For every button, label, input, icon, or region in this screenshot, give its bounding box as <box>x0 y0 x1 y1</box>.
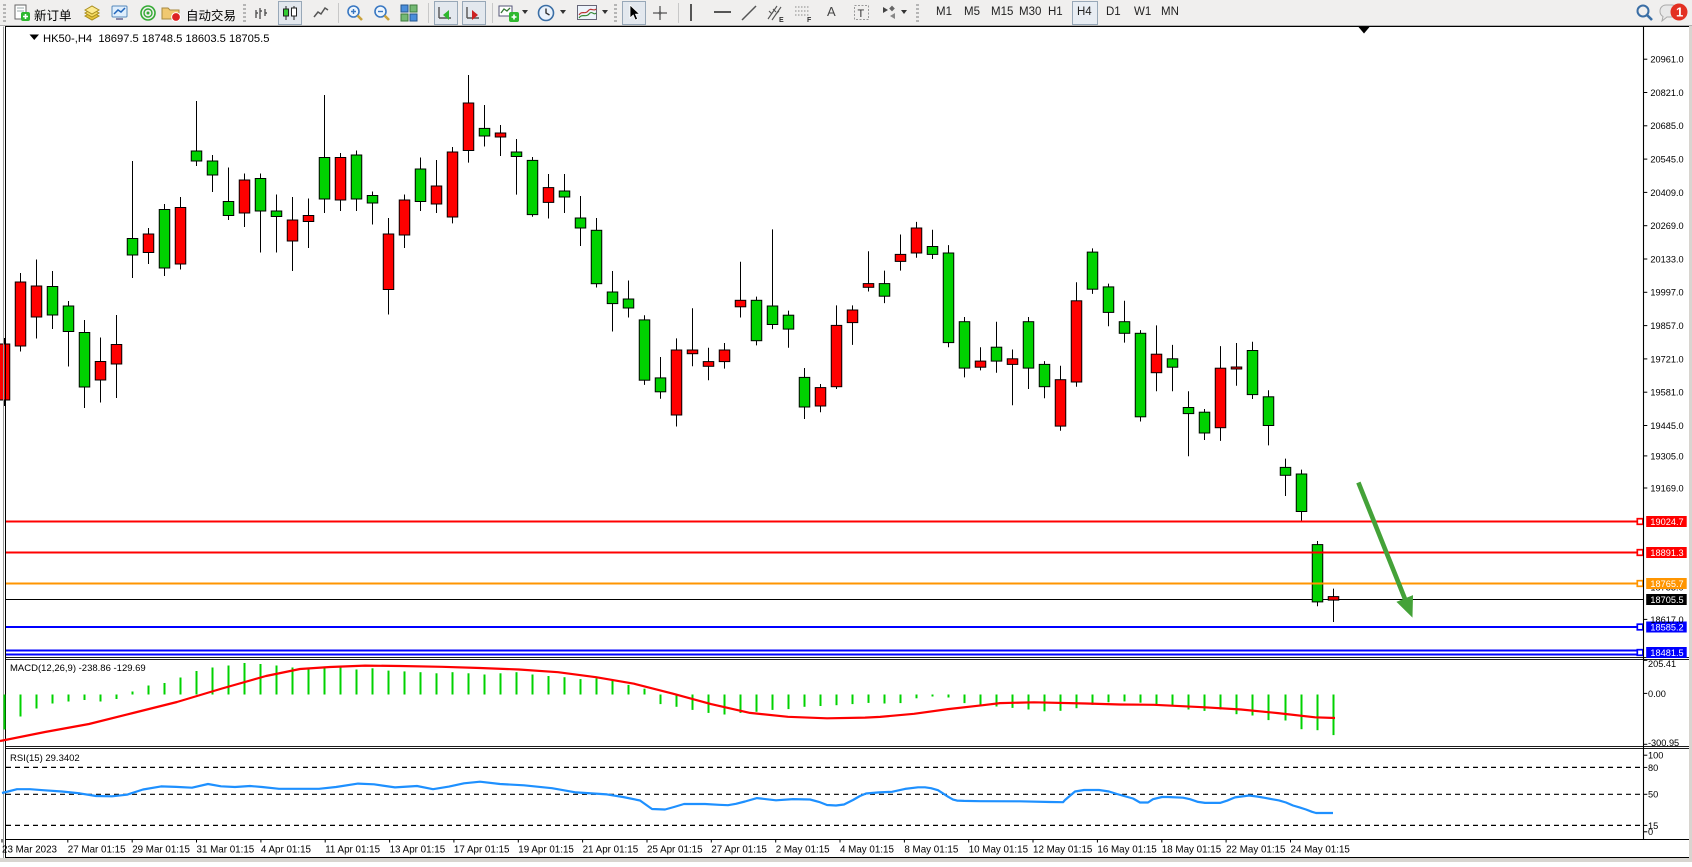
svg-text:22 May 01:15: 22 May 01:15 <box>1226 845 1286 856</box>
svg-text:0.00: 0.00 <box>1648 689 1666 699</box>
svg-text:20961.0: 20961.0 <box>1650 55 1683 65</box>
svg-text:-300.95: -300.95 <box>1648 738 1679 748</box>
svg-text:19721.0: 19721.0 <box>1650 354 1683 364</box>
svg-text:15: 15 <box>1648 821 1658 831</box>
svg-text:10 May 01:15: 10 May 01:15 <box>969 845 1029 856</box>
svg-text:20821.0: 20821.0 <box>1650 88 1683 98</box>
svg-text:23 Mar 2023: 23 Mar 2023 <box>2 845 58 856</box>
svg-text:80: 80 <box>1648 763 1658 773</box>
svg-text:31 Mar 01:15: 31 Mar 01:15 <box>197 845 255 856</box>
svg-text:50: 50 <box>1648 790 1658 800</box>
svg-text:18617.0: 18617.0 <box>1650 615 1683 625</box>
svg-text:4 Apr 01:15: 4 Apr 01:15 <box>261 845 312 856</box>
svg-text:18705.5: 18705.5 <box>1650 595 1683 605</box>
svg-text:1: 1 <box>1676 5 1683 20</box>
svg-text:MACD(12,26,9) -238.86 -129.69: MACD(12,26,9) -238.86 -129.69 <box>10 663 146 674</box>
svg-text:19445.0: 19445.0 <box>1650 421 1683 431</box>
svg-text:16 May 01:15: 16 May 01:15 <box>1097 845 1157 856</box>
svg-text:19857.0: 19857.0 <box>1650 321 1683 331</box>
svg-text:HK50-,H4 18697.5 18748.5 1860: HK50-,H4 18697.5 18748.5 18603.5 18705.5 <box>43 33 269 45</box>
svg-text:20685.0: 20685.0 <box>1650 121 1683 131</box>
svg-text:27 Apr 01:15: 27 Apr 01:15 <box>711 845 767 856</box>
svg-text:E: E <box>779 17 784 24</box>
svg-text:27 Mar 01:15: 27 Mar 01:15 <box>68 845 126 856</box>
svg-text:18 May 01:15: 18 May 01:15 <box>1162 845 1222 856</box>
svg-text:18481.5: 18481.5 <box>1650 648 1683 658</box>
svg-text:F: F <box>807 17 812 24</box>
svg-text:205.41: 205.41 <box>1648 659 1676 669</box>
svg-text:19169.0: 19169.0 <box>1650 483 1683 493</box>
svg-text:19305.0: 19305.0 <box>1650 451 1683 461</box>
svg-text:19024.7: 19024.7 <box>1650 517 1683 527</box>
svg-text:20269.0: 20269.0 <box>1650 221 1683 231</box>
svg-text:25 Apr 01:15: 25 Apr 01:15 <box>647 845 703 856</box>
svg-text:19997.0: 19997.0 <box>1650 288 1683 298</box>
svg-text:20409.0: 20409.0 <box>1650 188 1683 198</box>
svg-text:29 Mar 01:15: 29 Mar 01:15 <box>132 845 190 856</box>
svg-text:11 Apr 01:15: 11 Apr 01:15 <box>325 845 380 856</box>
svg-text:2 May 01:15: 2 May 01:15 <box>776 845 830 856</box>
svg-text:13 Apr 01:15: 13 Apr 01:15 <box>390 845 446 856</box>
svg-text:18765.7: 18765.7 <box>1650 579 1683 589</box>
svg-text:0: 0 <box>1648 827 1653 837</box>
svg-text:19581.0: 19581.0 <box>1650 388 1683 398</box>
svg-text:17 Apr 01:15: 17 Apr 01:15 <box>454 845 510 856</box>
svg-text:19 Apr 01:15: 19 Apr 01:15 <box>518 845 574 856</box>
svg-text:12 May 01:15: 12 May 01:15 <box>1033 845 1093 856</box>
svg-text:20545.0: 20545.0 <box>1650 155 1683 165</box>
svg-text:100: 100 <box>1648 751 1663 761</box>
svg-text:18585.2: 18585.2 <box>1650 622 1683 632</box>
svg-text:24 May 01:15: 24 May 01:15 <box>1291 845 1351 856</box>
svg-text:8 May 01:15: 8 May 01:15 <box>904 845 958 856</box>
svg-text:4 May 01:15: 4 May 01:15 <box>840 845 894 856</box>
svg-text:RSI(15) 29.3402: RSI(15) 29.3402 <box>10 753 80 764</box>
svg-text:T: T <box>858 8 865 20</box>
svg-text:20133.0: 20133.0 <box>1650 254 1683 264</box>
svg-text:18891.3: 18891.3 <box>1650 548 1683 558</box>
svg-text:21 Apr 01:15: 21 Apr 01:15 <box>583 845 639 856</box>
